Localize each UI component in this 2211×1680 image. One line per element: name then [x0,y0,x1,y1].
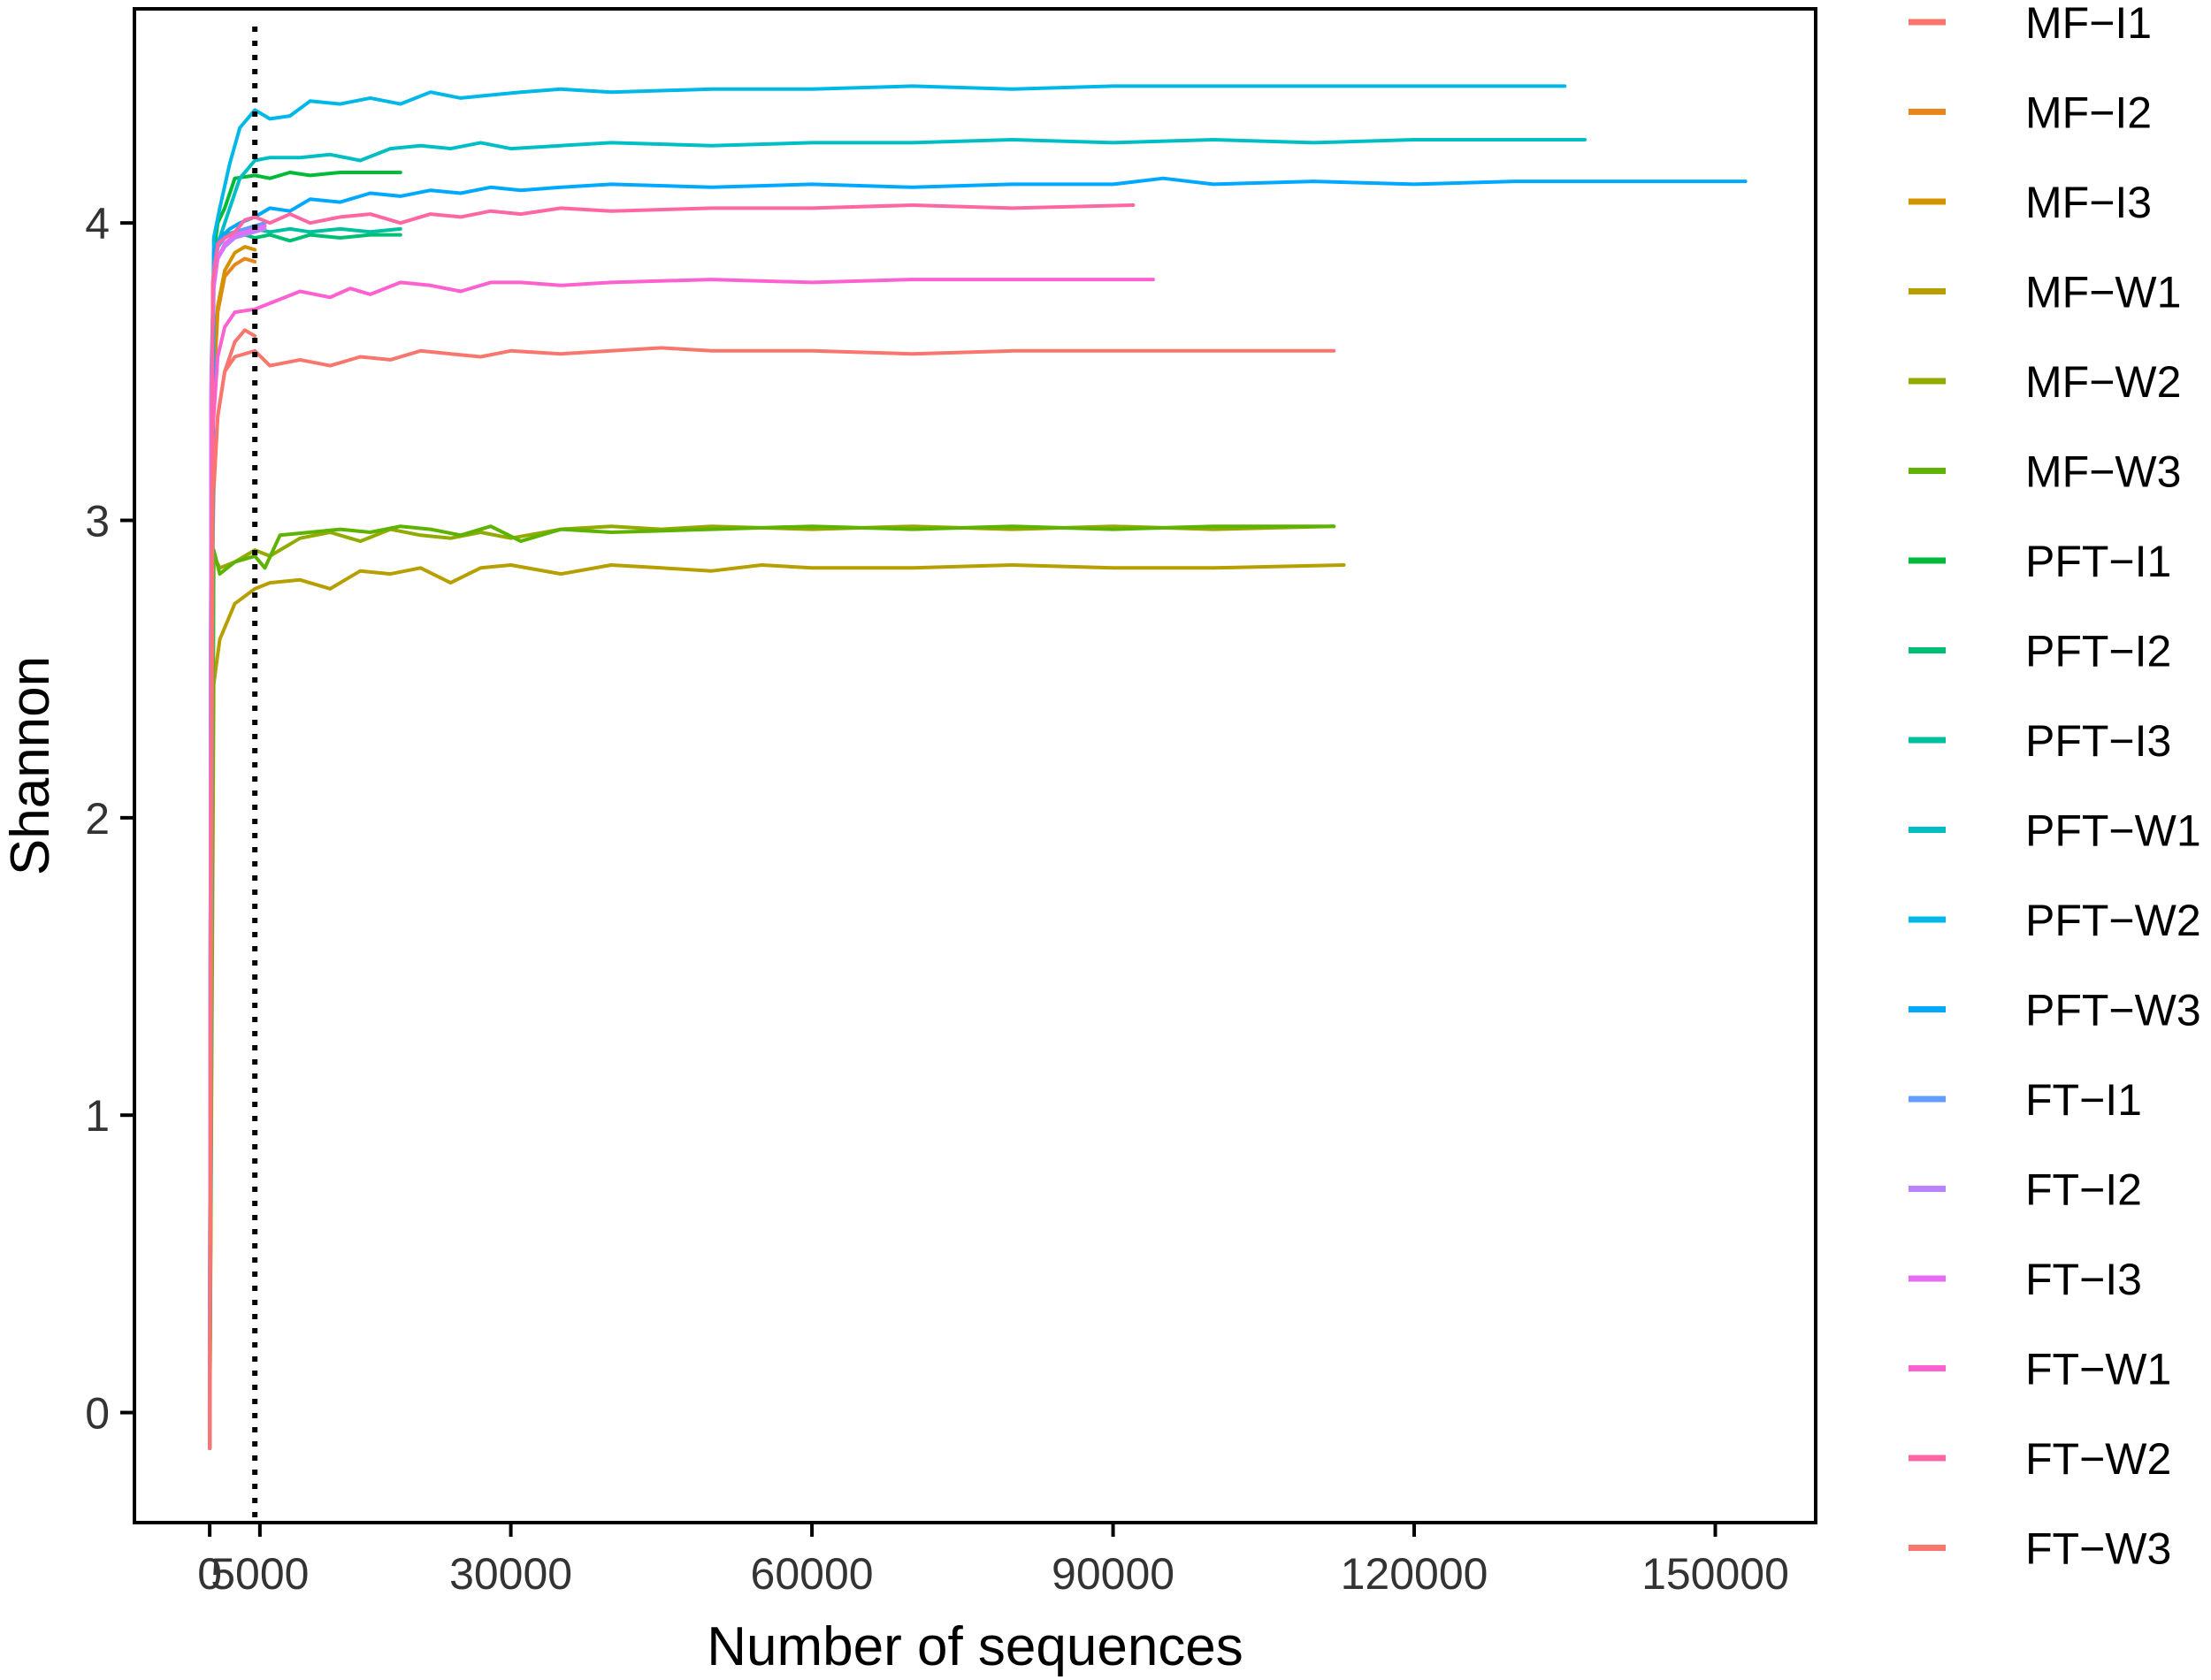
legend-label: PFT−I1 [2025,537,2171,586]
series-line [208,524,1336,1450]
legend-label: PFT−I3 [2025,716,2171,766]
legend-label: MF−I2 [2025,88,2152,138]
legend-label: PFT−W1 [2025,806,2201,856]
series-line [208,138,1587,1450]
legend-label: MF−I3 [2025,178,2152,227]
x-tick-label: 120000 [1341,1549,1488,1599]
plot-frame [133,7,1817,1524]
legend: MF−I1 MF−I2 MF−I3 MF−W1 MF−W2 MF−W3 PFT−I1 PFT−… [1909,0,2201,1574]
x-tick-label: 60000 [751,1549,874,1599]
y-axis: 0 1 2 3 4 [85,199,134,1439]
legend-label: FT−I3 [2025,1255,2142,1304]
x-axis-title: Number of sequences [707,1616,1243,1677]
y-axis-title: Shannon [0,656,61,875]
y-tick-label: 1 [85,1091,110,1141]
series-line [208,524,1336,1450]
series-line [208,226,402,1450]
series-line [208,176,1748,1450]
series-line [208,328,257,1450]
legend-label: FT−W3 [2025,1524,2171,1574]
legend-label: MF−W1 [2025,268,2181,317]
legend-label: MF−I1 [2025,0,2152,48]
legend-label: FT−W2 [2025,1434,2171,1484]
legend-label: FT−I2 [2025,1165,2142,1215]
series-lines [208,84,1748,1450]
x-tick-label: 150000 [1641,1549,1789,1599]
y-tick-label: 0 [85,1389,110,1439]
legend-label: FT−I1 [2025,1075,2142,1125]
x-tick-label: 5000 [210,1549,309,1599]
y-tick-label: 2 [85,794,110,844]
series-line [208,171,402,1450]
y-tick-label: 4 [85,199,110,248]
series-line [208,230,402,1450]
y-tick-label: 3 [85,497,110,546]
legend-label: MF−W3 [2025,447,2181,497]
legend-label: MF−W2 [2025,357,2181,407]
legend-label: PFT−I2 [2025,627,2171,676]
legend-label: FT−W1 [2025,1345,2171,1394]
series-line [208,278,1155,1450]
x-tick-label: 30000 [449,1549,572,1599]
x-tick-label: 90000 [1052,1549,1174,1599]
legend-label: PFT−W2 [2025,896,2201,945]
legend-label: PFT−W3 [2025,986,2201,1035]
series-line [208,203,1136,1450]
series-line [208,563,1346,1450]
x-tick-label: 0 [197,1549,222,1599]
series-line [208,346,1336,1450]
series-line [208,84,1567,1450]
